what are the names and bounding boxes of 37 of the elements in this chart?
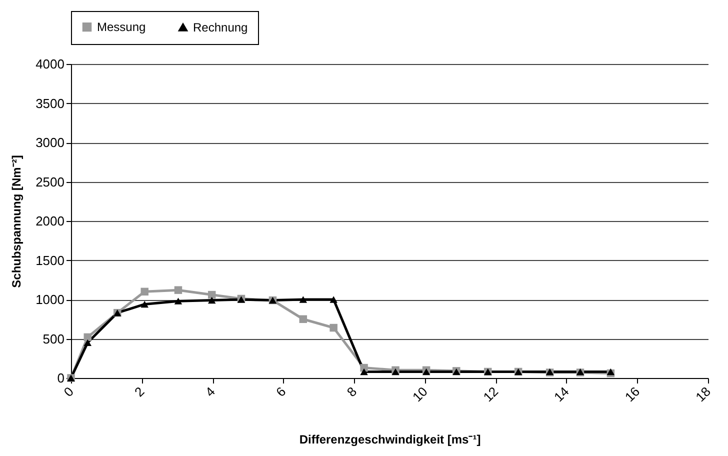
x-tick-label: 10 xyxy=(410,384,430,405)
y-tick-label: 1500 xyxy=(36,252,64,268)
y-tick-label: 500 xyxy=(42,331,64,346)
point xyxy=(330,296,338,303)
point xyxy=(360,368,368,376)
y-tick-label: 2500 xyxy=(36,174,64,190)
x-axis-title: Differenzgeschwindigkeit [ms⁻¹] xyxy=(299,432,481,447)
point xyxy=(174,286,182,294)
x-tick-label: 14 xyxy=(551,384,572,405)
y-tick-label: 3500 xyxy=(36,96,64,111)
x-tick-label: 6 xyxy=(273,384,289,400)
x-tick-label: 12 xyxy=(480,384,502,405)
x-tick-label: 18 xyxy=(692,384,714,405)
y-axis-title: Schubspannung [Nm⁻²] xyxy=(10,155,24,288)
x-tick-label: 8 xyxy=(344,384,360,400)
legend-label: Messung xyxy=(97,20,146,34)
point xyxy=(360,364,368,372)
y-tick-label: 0 xyxy=(57,370,64,386)
legend-label: Rechnung xyxy=(193,20,248,34)
y-tick-label: 3000 xyxy=(36,135,64,150)
x-tick-label: 16 xyxy=(622,384,643,405)
point xyxy=(330,324,338,332)
point xyxy=(174,298,182,304)
x-tick-label: 4 xyxy=(202,384,218,400)
y-tick-label: 4000 xyxy=(36,56,64,72)
point xyxy=(140,300,148,308)
x-tick-label: 0 xyxy=(60,384,76,400)
y-tick-label: 2000 xyxy=(36,214,64,228)
y-tick-label: 1000 xyxy=(36,292,64,307)
point xyxy=(84,339,92,346)
point xyxy=(208,296,216,304)
point xyxy=(84,333,92,342)
point xyxy=(299,296,308,303)
point xyxy=(299,315,308,323)
point xyxy=(140,288,148,296)
x-tick-label: 2 xyxy=(132,384,148,400)
point xyxy=(208,290,216,299)
